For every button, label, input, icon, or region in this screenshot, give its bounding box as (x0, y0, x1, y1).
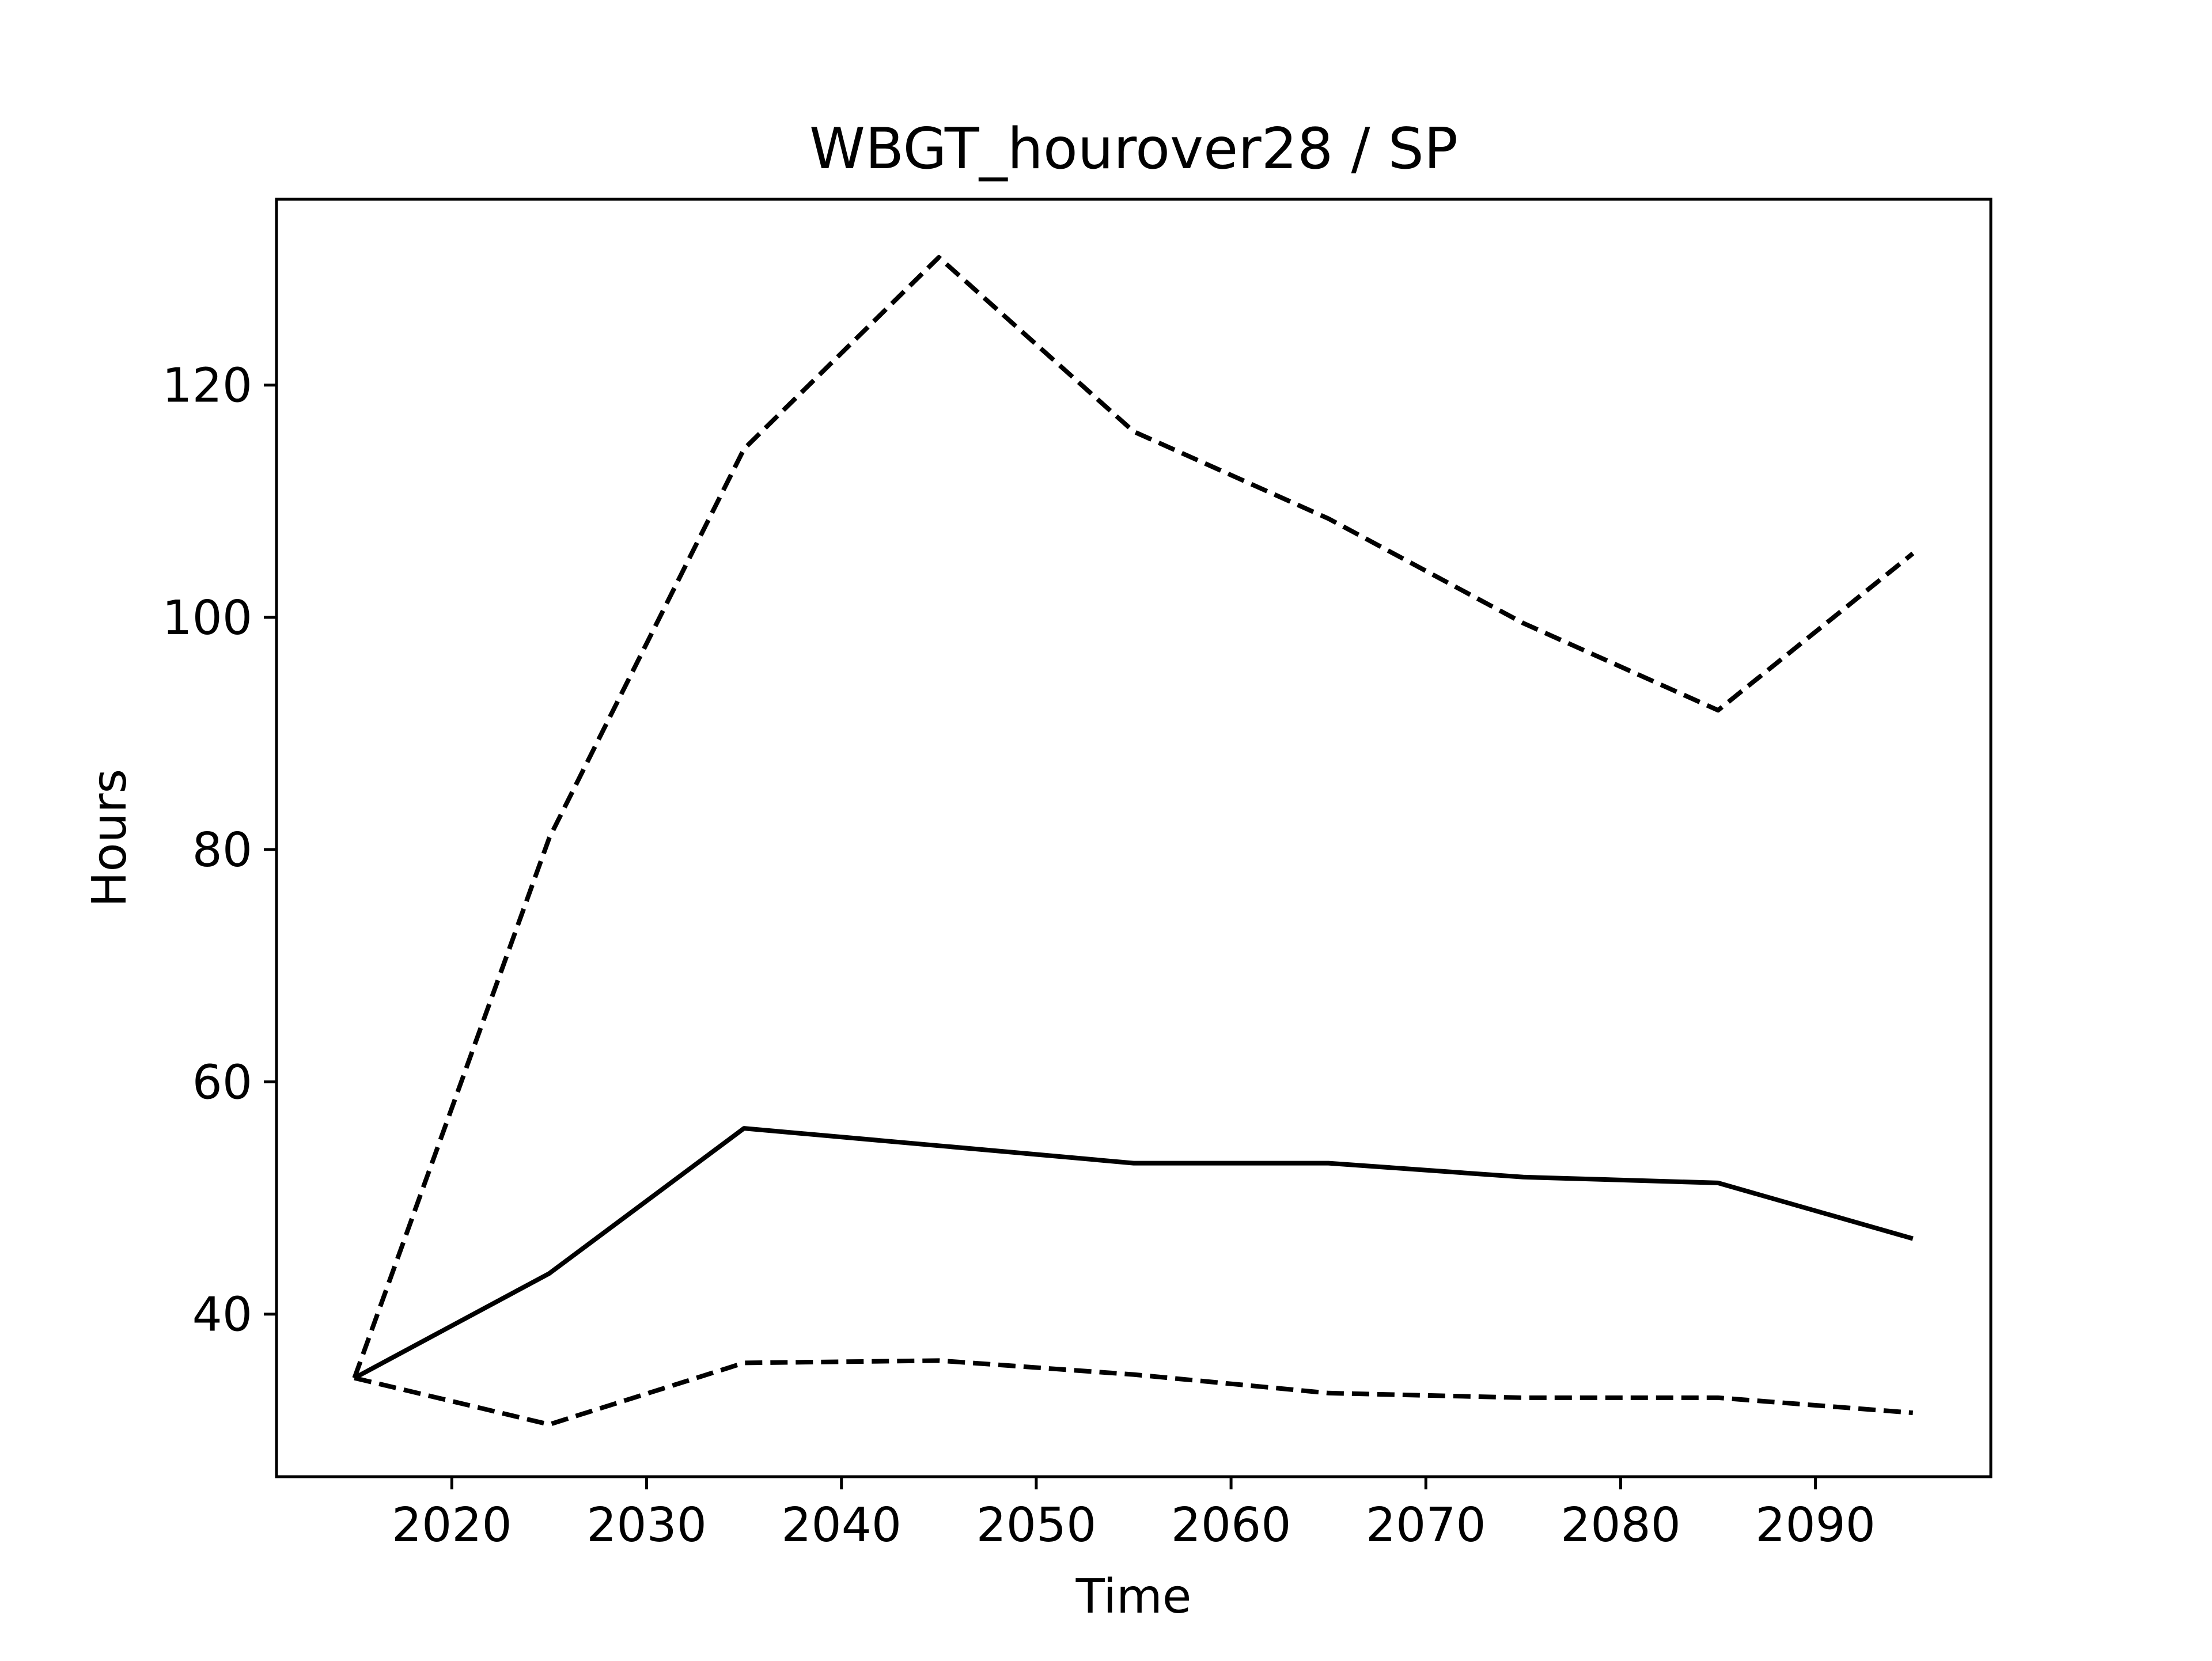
series-line-2 (352, 255, 1915, 1379)
plot-frame (275, 198, 1993, 1478)
x-axis-ticks: 2020 2030 2040 2050 2060 2070 2080 2090 (392, 1477, 1876, 1553)
x-axis-label: Time (1075, 1569, 1192, 1624)
chart-title: WBGT_hourover28 / SP (809, 116, 1458, 182)
x-tick-label-2070: 2070 (1366, 1498, 1486, 1553)
x-tick-label-2050: 2050 (976, 1498, 1097, 1553)
x-tick-label-2040: 2040 (781, 1498, 902, 1553)
series-line-1 (353, 1126, 1914, 1381)
x-tick-label-2060: 2060 (1171, 1498, 1291, 1553)
x-tick-label-2020: 2020 (392, 1498, 512, 1553)
y-tick-label-40: 40 (192, 1288, 252, 1343)
series-line-3 (354, 1358, 1914, 1427)
y-axis-ticks: 40 60 80 100 120 (162, 359, 276, 1343)
y-tick-label-100: 100 (162, 591, 252, 646)
y-tick-label-80: 80 (192, 823, 252, 878)
x-tick-label-2030: 2030 (586, 1498, 707, 1553)
series-layer (352, 255, 1915, 1427)
y-tick-label-120: 120 (162, 359, 252, 414)
x-tick-label-2090: 2090 (1755, 1498, 1876, 1553)
x-tick-label-2080: 2080 (1560, 1498, 1681, 1553)
y-axis-label: Hours (82, 769, 137, 907)
y-tick-label-60: 60 (192, 1055, 252, 1110)
